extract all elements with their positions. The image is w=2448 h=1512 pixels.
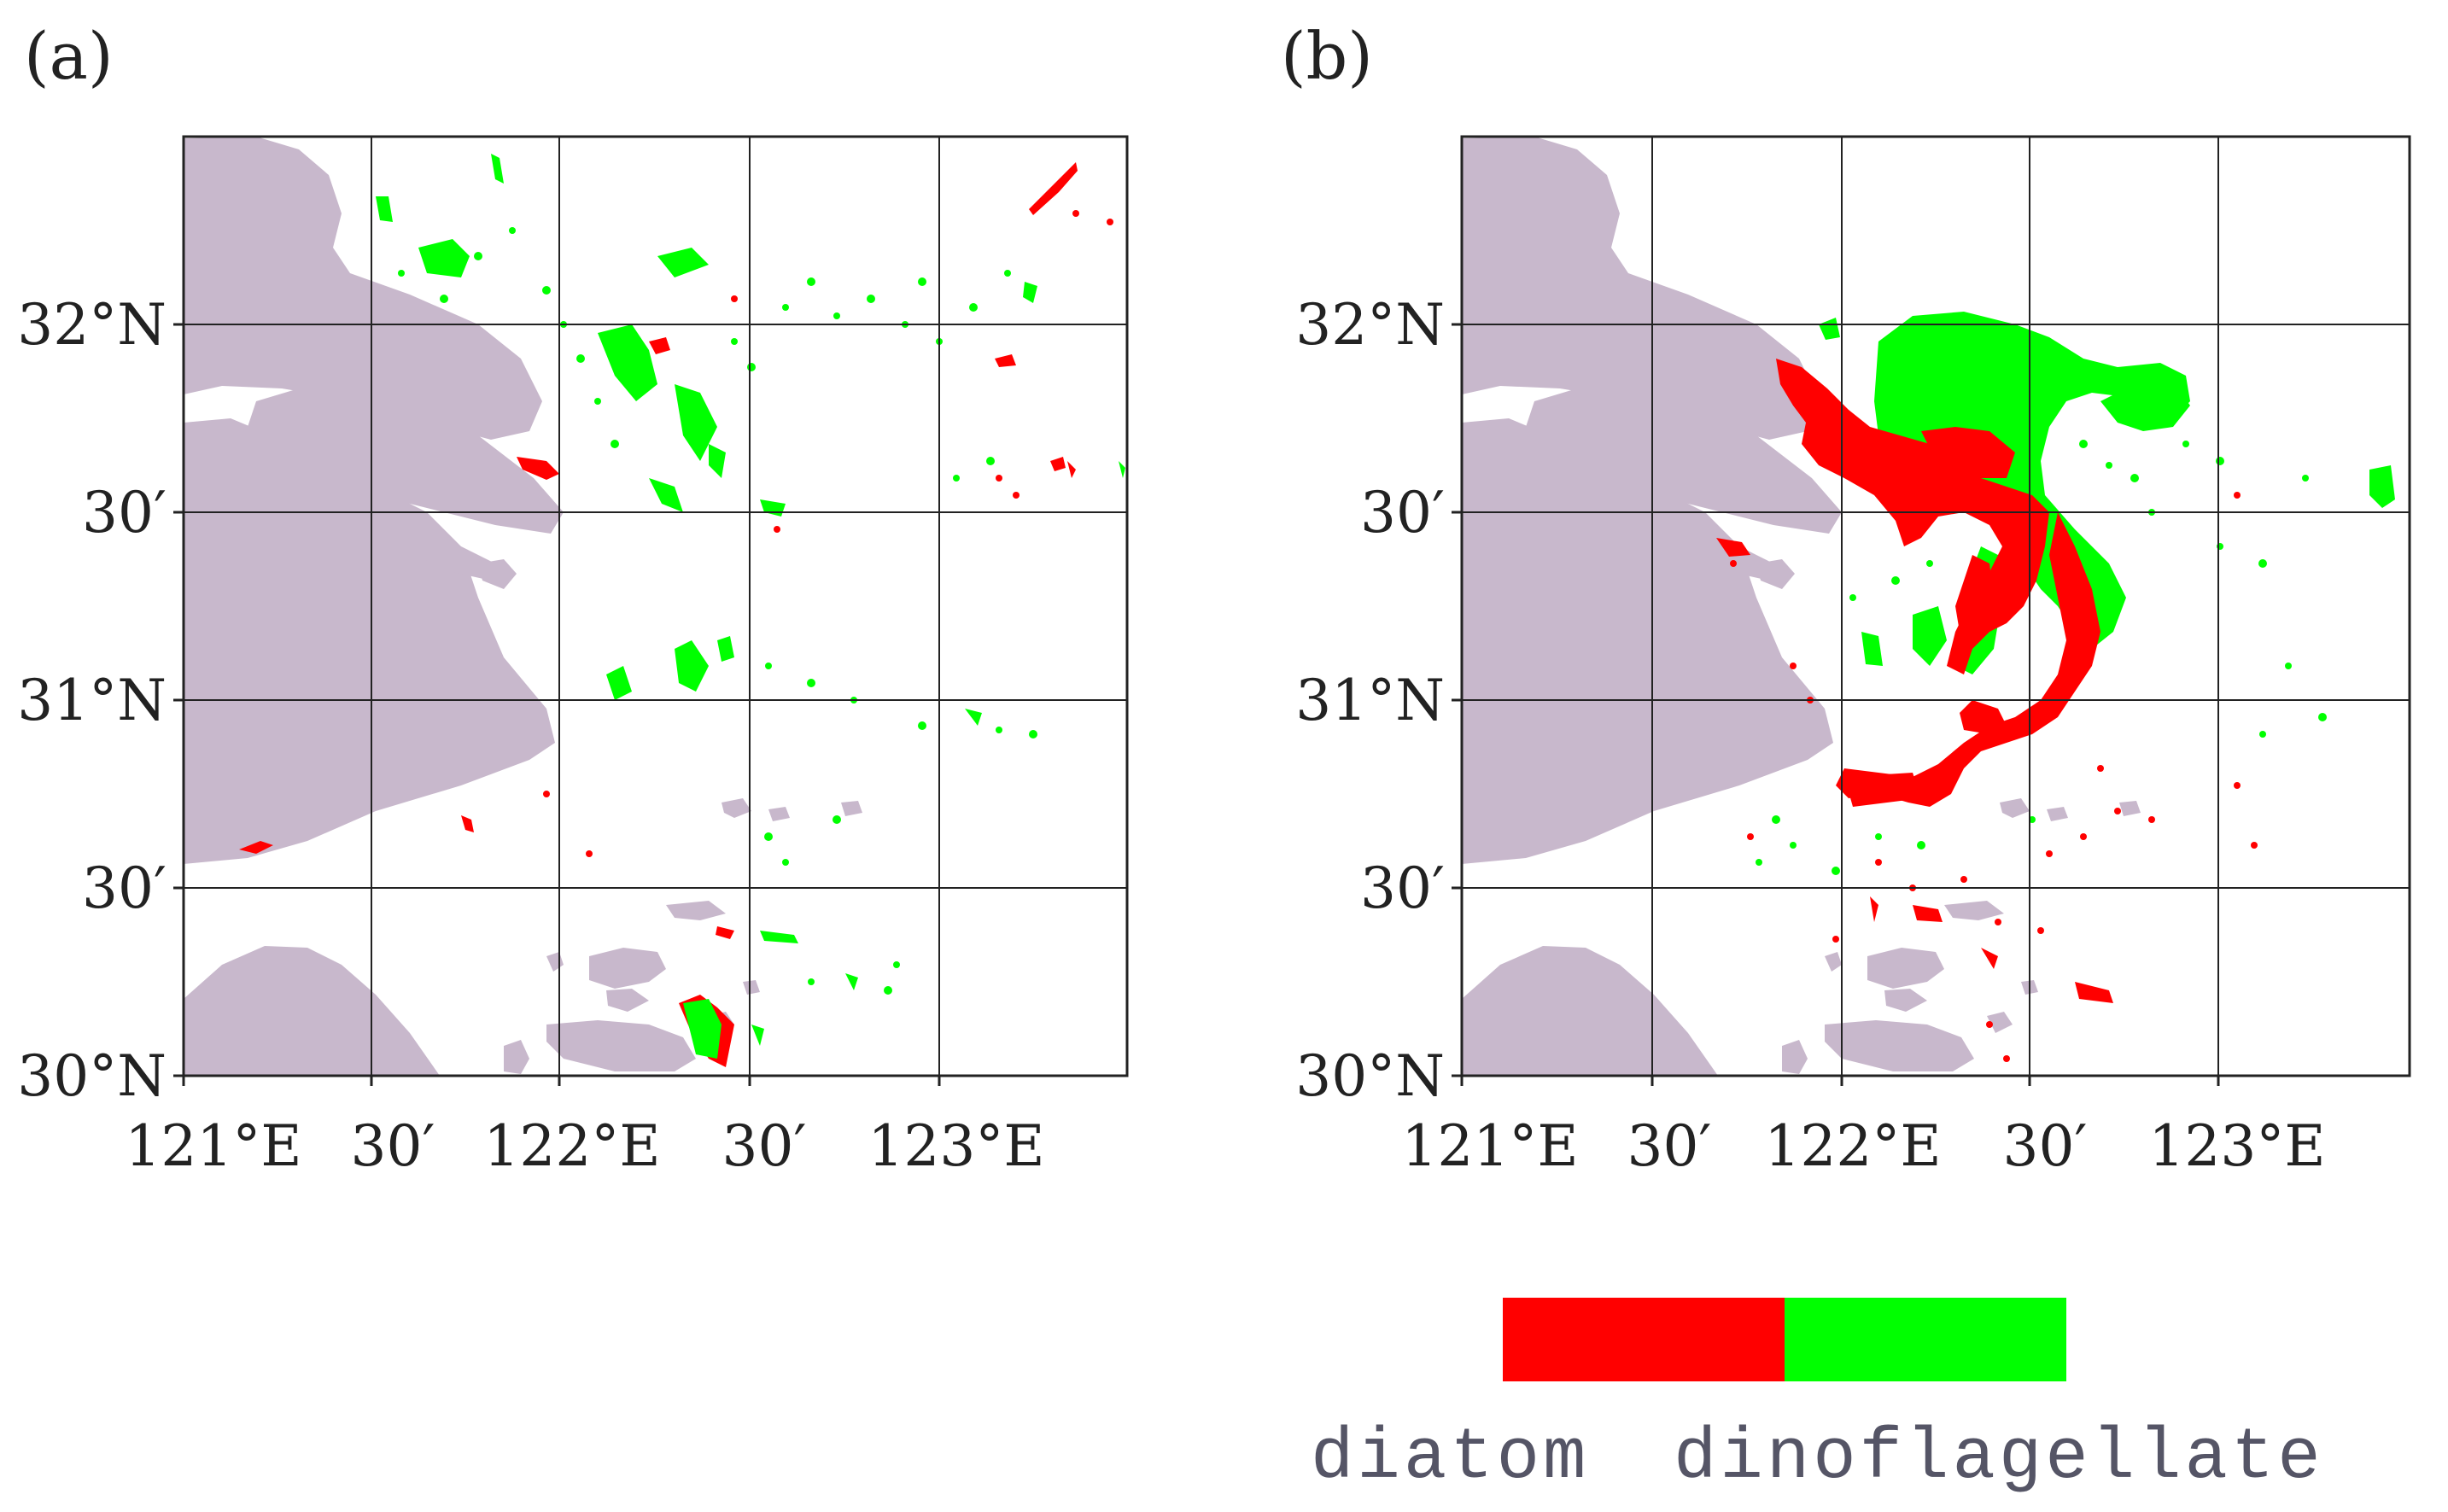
panel-a-label: (a) xyxy=(24,18,114,94)
panel-b: (b) xyxy=(1281,18,2411,1179)
panel-a-ytick-31n: 31°N xyxy=(17,668,167,733)
panel-b-diatom-patches xyxy=(1716,359,2113,1003)
panel-b-xtick-121-30: 30′ xyxy=(1627,1113,1712,1179)
legend: diatom dinoflagellate xyxy=(1311,1298,2324,1499)
panel-a-dinoflagellate-patches xyxy=(376,154,1125,1059)
panel-a-xtick-122e: 122°E xyxy=(483,1113,660,1179)
panel-a: (a) xyxy=(17,18,1129,1179)
panel-b-xtick-123e: 123°E xyxy=(2148,1113,2325,1179)
panel-a-ytick-30n: 30°N xyxy=(17,1043,167,1109)
panel-a-xtick-121e: 121°E xyxy=(125,1113,301,1179)
panel-a-map xyxy=(184,137,1127,1076)
panel-a-land xyxy=(184,137,862,1076)
panel-b-xtick-122e: 122°E xyxy=(1764,1113,1941,1179)
panel-a-ytick-32n: 32°N xyxy=(17,292,167,358)
panel-b-x-axis-labels: 121°E 30′ 122°E 30′ 123°E xyxy=(1401,1113,2325,1179)
panel-a-ytick-30-30: 30′ xyxy=(82,855,167,921)
legend-swatch-diatom xyxy=(1503,1298,1785,1381)
panel-a-xtick-122-30: 30′ xyxy=(722,1113,807,1179)
panel-b-y-axis-labels: 32°N 30′ 31°N 30′ 30°N xyxy=(1295,292,1445,1109)
panel-b-xtick-122-30: 30′ xyxy=(2003,1113,2088,1179)
panel-b-ytick-31n: 31°N xyxy=(1295,668,1445,733)
panel-b-grid xyxy=(1452,135,2411,1086)
panel-b-ytick-30-30: 30′ xyxy=(1360,855,1445,921)
legend-label-diatom: diatom xyxy=(1311,1418,1589,1499)
panel-a-scatter xyxy=(398,210,1113,995)
panel-a-xtick-123e: 123°E xyxy=(868,1113,1044,1179)
panel-a-y-axis-labels: 32°N 30′ 31°N 30′ 30°N xyxy=(17,292,167,1109)
panel-b-ytick-31-30: 30′ xyxy=(1360,480,1445,546)
panel-b-ytick-32n: 32°N xyxy=(1295,292,1445,358)
legend-label-dinoflagellate: dinoflagellate xyxy=(1674,1418,2324,1499)
panel-b-label: (b) xyxy=(1281,18,1373,94)
panel-b-xtick-121e: 121°E xyxy=(1401,1113,1578,1179)
panel-b-map xyxy=(1462,137,2410,1076)
panel-a-grid xyxy=(173,135,1129,1086)
panel-a-xtick-121-30: 30′ xyxy=(351,1113,435,1179)
legend-swatch-dinoflagellate xyxy=(1785,1298,2066,1381)
panel-b-ytick-30n: 30°N xyxy=(1295,1043,1445,1109)
panel-a-x-axis-labels: 121°E 30′ 122°E 30′ 123°E xyxy=(125,1113,1044,1179)
panel-a-ytick-31-30: 30′ xyxy=(82,480,167,546)
panel-b-land xyxy=(1462,137,2141,1076)
